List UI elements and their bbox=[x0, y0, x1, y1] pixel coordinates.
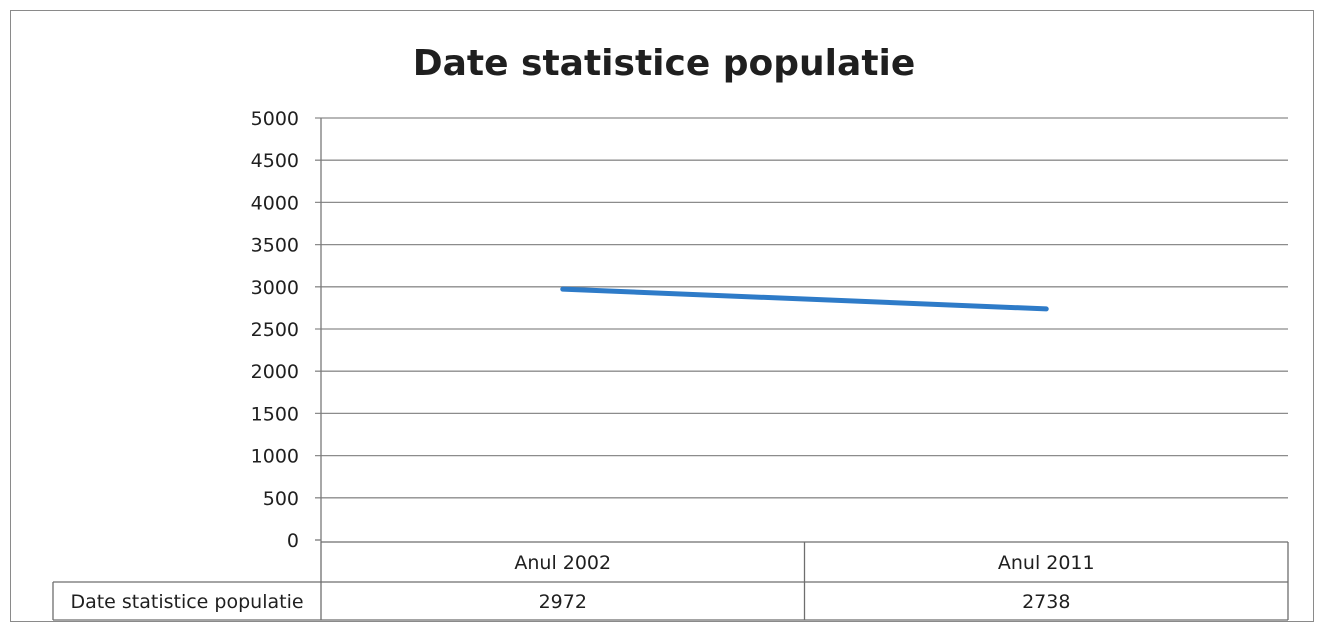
series-name-label: Date statistice populatie bbox=[70, 591, 303, 613]
chart-title: Date statistice populatie bbox=[413, 43, 916, 84]
y-tick-label: 4500 bbox=[251, 150, 299, 172]
y-tick-label: 2000 bbox=[251, 361, 299, 383]
x-category-label: Anul 2002 bbox=[514, 552, 611, 574]
series-lines bbox=[560, 286, 1049, 312]
y-tick-label: 2500 bbox=[251, 319, 299, 341]
y-tick-label: 500 bbox=[263, 488, 299, 510]
y-tick-label: 3000 bbox=[251, 277, 299, 299]
y-tick-label: 1500 bbox=[251, 403, 299, 425]
axes bbox=[315, 118, 322, 542]
y-tick-label: 3500 bbox=[251, 235, 299, 257]
data-table: Anul 2002 Anul 2011 Date statistice popula… bbox=[52, 541, 1289, 621]
y-tick-label: 0 bbox=[287, 530, 299, 552]
x-category-label: Anul 2011 bbox=[998, 552, 1095, 574]
data-value-label: 2738 bbox=[1022, 591, 1070, 613]
y-tick-label: 4000 bbox=[251, 192, 299, 214]
gridlines bbox=[315, 117, 1288, 499]
y-tick-label: 5000 bbox=[251, 108, 299, 130]
y-tick-label: 1000 bbox=[251, 446, 299, 468]
chart-frame bbox=[10, 10, 1314, 622]
data-value-label: 2972 bbox=[539, 591, 587, 613]
y-axis-ticks: 0 500 1000 1500 2000 2500 3000 3500 4000 4500 5000 bbox=[251, 108, 299, 552]
series-line bbox=[560, 286, 1049, 312]
